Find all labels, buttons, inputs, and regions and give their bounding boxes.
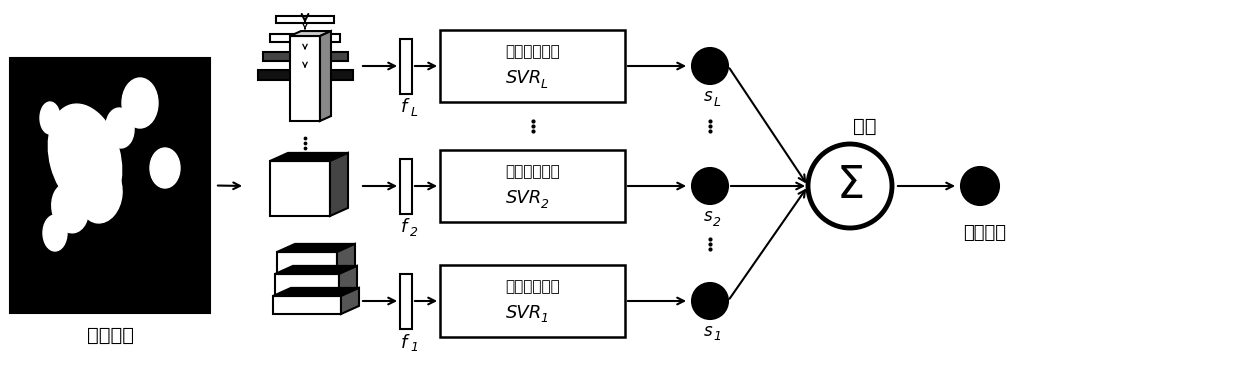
Polygon shape xyxy=(270,153,348,161)
Text: SVR: SVR xyxy=(506,304,543,322)
Text: 池化: 池化 xyxy=(853,117,877,136)
Polygon shape xyxy=(320,31,331,121)
Text: L: L xyxy=(541,77,548,91)
Bar xyxy=(401,38,412,93)
Bar xyxy=(10,58,210,313)
Text: s: s xyxy=(703,322,712,340)
Text: 2: 2 xyxy=(713,216,720,229)
Text: 质量分数预测: 质量分数预测 xyxy=(505,45,560,59)
Text: 预测分数: 预测分数 xyxy=(963,224,1007,242)
Ellipse shape xyxy=(122,78,157,128)
Polygon shape xyxy=(341,288,360,314)
Polygon shape xyxy=(277,244,355,252)
Text: f: f xyxy=(401,333,407,352)
Polygon shape xyxy=(275,266,357,274)
Text: 1: 1 xyxy=(410,341,418,354)
Ellipse shape xyxy=(48,104,122,212)
Text: $\Sigma$: $\Sigma$ xyxy=(836,165,863,208)
Bar xyxy=(270,34,340,42)
Ellipse shape xyxy=(40,102,60,134)
Polygon shape xyxy=(330,153,348,216)
Text: 质量分数预测: 质量分数预测 xyxy=(505,165,560,179)
Bar xyxy=(440,150,625,222)
Polygon shape xyxy=(339,266,357,296)
Bar xyxy=(401,274,412,328)
Bar xyxy=(273,296,341,314)
Text: f: f xyxy=(401,99,407,117)
Bar xyxy=(290,36,320,121)
Text: 2: 2 xyxy=(541,197,548,210)
Circle shape xyxy=(961,167,999,205)
Text: 测试图片: 测试图片 xyxy=(87,325,134,344)
Ellipse shape xyxy=(52,183,88,233)
Circle shape xyxy=(808,144,892,228)
Bar xyxy=(270,161,330,216)
Text: s: s xyxy=(703,207,712,225)
Text: SVR: SVR xyxy=(506,69,543,87)
Polygon shape xyxy=(273,288,360,296)
Text: f: f xyxy=(401,218,407,237)
Bar xyxy=(263,52,347,61)
Bar xyxy=(401,158,412,213)
Text: s: s xyxy=(703,87,712,105)
Bar xyxy=(440,30,625,102)
Ellipse shape xyxy=(43,215,67,251)
Circle shape xyxy=(692,48,728,84)
Bar xyxy=(440,265,625,337)
Text: 1: 1 xyxy=(713,330,720,344)
Text: 质量分数预测: 质量分数预测 xyxy=(505,280,560,295)
Text: SVR: SVR xyxy=(506,189,543,207)
Bar xyxy=(258,70,352,80)
Text: L: L xyxy=(713,96,720,109)
Ellipse shape xyxy=(105,108,134,148)
Bar xyxy=(277,252,337,274)
Text: 1: 1 xyxy=(541,312,548,325)
Bar xyxy=(275,274,339,296)
Ellipse shape xyxy=(78,163,122,223)
Text: L: L xyxy=(410,106,418,119)
Circle shape xyxy=(692,283,728,319)
Text: 2: 2 xyxy=(410,226,418,239)
Bar xyxy=(277,16,334,23)
Polygon shape xyxy=(290,31,331,36)
Polygon shape xyxy=(337,244,355,274)
Ellipse shape xyxy=(150,148,180,188)
Circle shape xyxy=(692,168,728,204)
